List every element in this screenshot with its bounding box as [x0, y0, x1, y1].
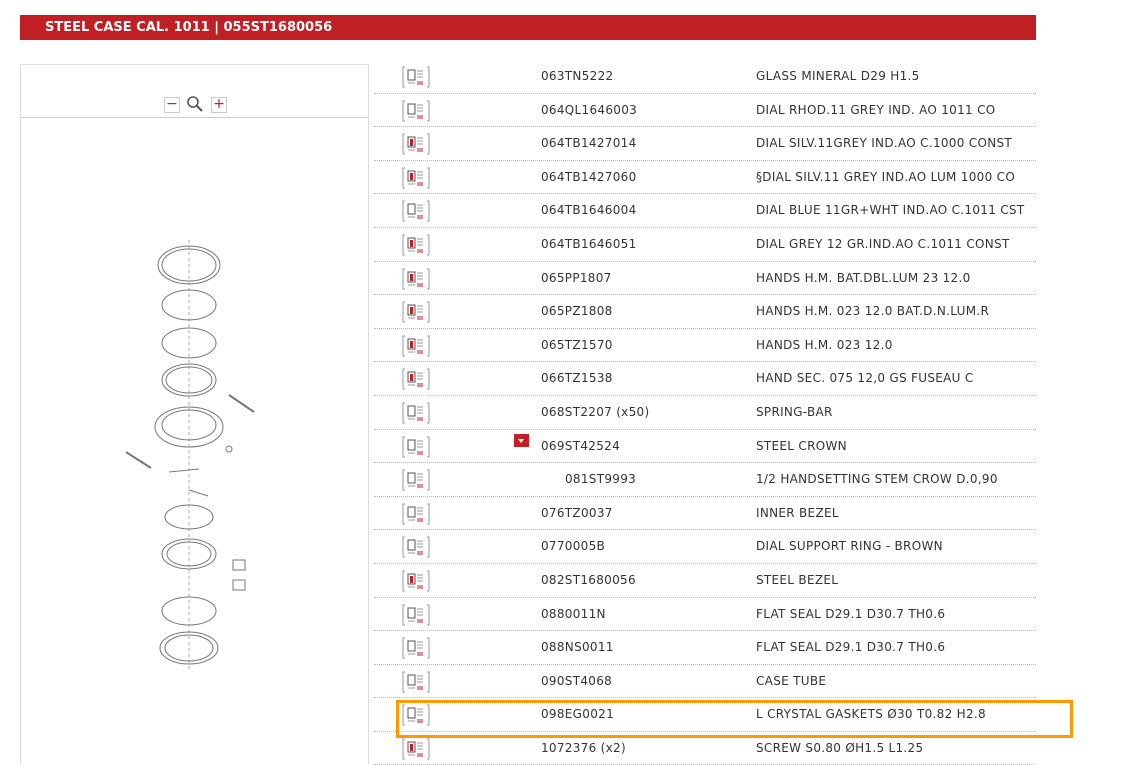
- part-number[interactable]: 0770005B: [541, 539, 606, 554]
- part-number[interactable]: 065PP1807: [541, 270, 612, 285]
- part-number[interactable]: 068ST2207 (x50): [541, 404, 650, 419]
- parts-row[interactable]: 063TN5222 GLASS MINERAL D29 H1.5: [374, 60, 1036, 94]
- parts-row[interactable]: 0770005B DIAL SUPPORT RING - BROWN: [374, 530, 1036, 564]
- part-sheet-icon[interactable]: [402, 637, 430, 659]
- exploded-view-panel: − +: [20, 64, 369, 765]
- parts-row[interactable]: 068ST2207 (x50) SPRING-BAR: [374, 396, 1036, 430]
- part-description: §DIAL SILV.11 GREY IND.AO LUM 1000 CO: [756, 169, 1016, 184]
- part-photo-icon[interactable]: [402, 368, 430, 390]
- part-description: SCREW S0.80 ØH1.5 L1.25: [756, 740, 924, 755]
- page-title: STEEL CASE CAL. 1011 | 055ST1680056: [45, 20, 333, 35]
- part-number[interactable]: 088NS0011: [541, 640, 614, 655]
- part-sheet-icon[interactable]: [402, 671, 430, 693]
- part-description: HAND SEC. 075 12,0 GS FUSEAU C: [756, 371, 974, 386]
- zoom-toolbar: − +: [21, 65, 368, 118]
- part-description: DIAL SUPPORT RING - BROWN: [756, 539, 943, 554]
- part-sheet-icon[interactable]: [402, 503, 430, 525]
- part-description: FLAT SEAL D29.1 D30.7 TH0.6: [756, 640, 946, 655]
- part-sheet-icon[interactable]: [402, 66, 430, 88]
- parts-row[interactable]: 090ST4068 CASE TUBE: [374, 665, 1036, 699]
- part-number[interactable]: 063TN5222: [541, 69, 614, 83]
- part-number[interactable]: 069ST42524: [541, 438, 621, 453]
- part-sheet-icon[interactable]: [402, 436, 430, 458]
- part-description: GLASS MINERAL D29 H1.5: [756, 69, 920, 83]
- part-sheet-icon[interactable]: [402, 536, 430, 558]
- parts-row[interactable]: 088NS0011 FLAT SEAL D29.1 D30.7 TH0.6: [374, 631, 1036, 665]
- part-description: HANDS H.M. 023 12.0: [756, 337, 893, 352]
- parts-row[interactable]: 081ST9993 1/2 HANDSETTING STEM CROW D.0,…: [374, 463, 1036, 497]
- part-number[interactable]: 064QL1646003: [541, 102, 638, 117]
- part-number[interactable]: 065TZ1570: [541, 337, 613, 352]
- part-description: STEEL BEZEL: [756, 572, 839, 587]
- part-description: 1/2 HANDSETTING STEM CROW D.0,90: [756, 472, 998, 487]
- parts-row[interactable]: 065PZ1808 HANDS H.M. 023 12.0 BAT.D.N.LU…: [374, 295, 1036, 329]
- part-sheet-icon[interactable]: [402, 402, 430, 424]
- selected-row-highlight: [396, 700, 1073, 738]
- part-sheet-icon[interactable]: [402, 200, 430, 222]
- expand-toggle-button[interactable]: [514, 433, 529, 447]
- parts-row[interactable]: 082ST1680056 STEEL BEZEL: [374, 564, 1036, 598]
- part-sheet-icon[interactable]: [402, 704, 430, 726]
- page-header: STEEL CASE CAL. 1011 | 055ST1680056: [20, 15, 1036, 40]
- part-sheet-icon[interactable]: [402, 604, 430, 626]
- part-description: DIAL GREY 12 GR.IND.AO C.1011 CONST: [756, 236, 1010, 251]
- part-description: DIAL RHOD.11 GREY IND. AO 1011 CO: [756, 102, 996, 117]
- part-description: FLAT SEAL D29.1 D30.7 TH0.6: [756, 606, 946, 621]
- parts-table: 063TN5222 GLASS MINERAL D29 H1.5 064QL16…: [374, 60, 1036, 765]
- part-description: STEEL CROWN: [756, 438, 847, 453]
- part-number[interactable]: 081ST9993: [565, 472, 637, 487]
- part-description: SPRING-BAR: [756, 404, 833, 419]
- part-number[interactable]: 064TB1646051: [541, 236, 637, 251]
- part-description: DIAL SILV.11GREY IND.AO C.1000 CONST: [756, 136, 1013, 151]
- part-number[interactable]: 064TB1646004: [541, 203, 637, 218]
- part-number[interactable]: 064TB1427014: [541, 136, 637, 151]
- part-photo-icon[interactable]: [402, 133, 430, 155]
- part-number[interactable]: 065PZ1808: [541, 304, 613, 319]
- magnifier-icon[interactable]: [186, 95, 204, 113]
- part-number[interactable]: 064TB1427060: [541, 169, 637, 184]
- part-number[interactable]: 082ST1680056: [541, 572, 636, 587]
- parts-row[interactable]: 098EG0021 L CRYSTAL GASKETS Ø30 T0.82 H2…: [374, 698, 1036, 732]
- part-sheet-icon[interactable]: [402, 469, 430, 491]
- parts-row[interactable]: 069ST42524 STEEL CROWN: [374, 430, 1036, 464]
- part-number[interactable]: 098EG0021: [541, 707, 615, 722]
- part-sheet-icon[interactable]: [402, 100, 430, 122]
- part-number[interactable]: 076TZ0037: [541, 505, 613, 520]
- part-photo-icon[interactable]: [402, 301, 430, 323]
- part-number[interactable]: 0880011N: [541, 606, 606, 621]
- parts-row[interactable]: 064TB1427060 §DIAL SILV.11 GREY IND.AO L…: [374, 161, 1036, 195]
- part-number[interactable]: 090ST4068: [541, 673, 613, 688]
- part-photo-icon[interactable]: [402, 570, 430, 592]
- parts-row[interactable]: 064TB1646051 DIAL GREY 12 GR.IND.AO C.10…: [374, 228, 1036, 262]
- part-photo-icon[interactable]: [402, 335, 430, 357]
- part-photo-icon[interactable]: [402, 167, 430, 189]
- part-photo-icon[interactable]: [402, 268, 430, 290]
- part-description: HANDS H.M. 023 12.0 BAT.D.N.LUM.R: [756, 304, 990, 319]
- part-number[interactable]: 1072376 (x2): [541, 740, 626, 755]
- parts-row[interactable]: 076TZ0037 INNER BEZEL: [374, 497, 1036, 531]
- parts-row[interactable]: 065PP1807 HANDS H.M. BAT.DBL.LUM 23 12.0: [374, 262, 1036, 296]
- parts-row[interactable]: 0880011N FLAT SEAL D29.1 D30.7 TH0.6: [374, 598, 1036, 632]
- parts-row[interactable]: 064QL1646003 DIAL RHOD.11 GREY IND. AO 1…: [374, 94, 1036, 128]
- parts-row[interactable]: 064TB1646004 DIAL BLUE 11GR+WHT IND.AO C…: [374, 194, 1036, 228]
- exploded-watch-diagram[interactable]: [111, 240, 281, 680]
- part-description: CASE TUBE: [756, 673, 827, 688]
- part-number[interactable]: 066TZ1538: [541, 371, 613, 386]
- parts-row[interactable]: 065TZ1570 HANDS H.M. 023 12.0: [374, 329, 1036, 363]
- part-description: HANDS H.M. BAT.DBL.LUM 23 12.0: [756, 270, 971, 285]
- part-description: DIAL BLUE 11GR+WHT IND.AO C.1011 CST: [756, 203, 1025, 218]
- parts-row[interactable]: 064TB1427014 DIAL SILV.11GREY IND.AO C.1…: [374, 127, 1036, 161]
- part-photo-icon[interactable]: [402, 234, 430, 256]
- parts-row[interactable]: 066TZ1538 HAND SEC. 075 12,0 GS FUSEAU C: [374, 362, 1036, 396]
- part-description: INNER BEZEL: [756, 505, 839, 520]
- part-description: L CRYSTAL GASKETS Ø30 T0.82 H2.8: [756, 707, 986, 722]
- zoom-in-button[interactable]: +: [211, 97, 227, 113]
- zoom-out-button[interactable]: −: [164, 97, 180, 113]
